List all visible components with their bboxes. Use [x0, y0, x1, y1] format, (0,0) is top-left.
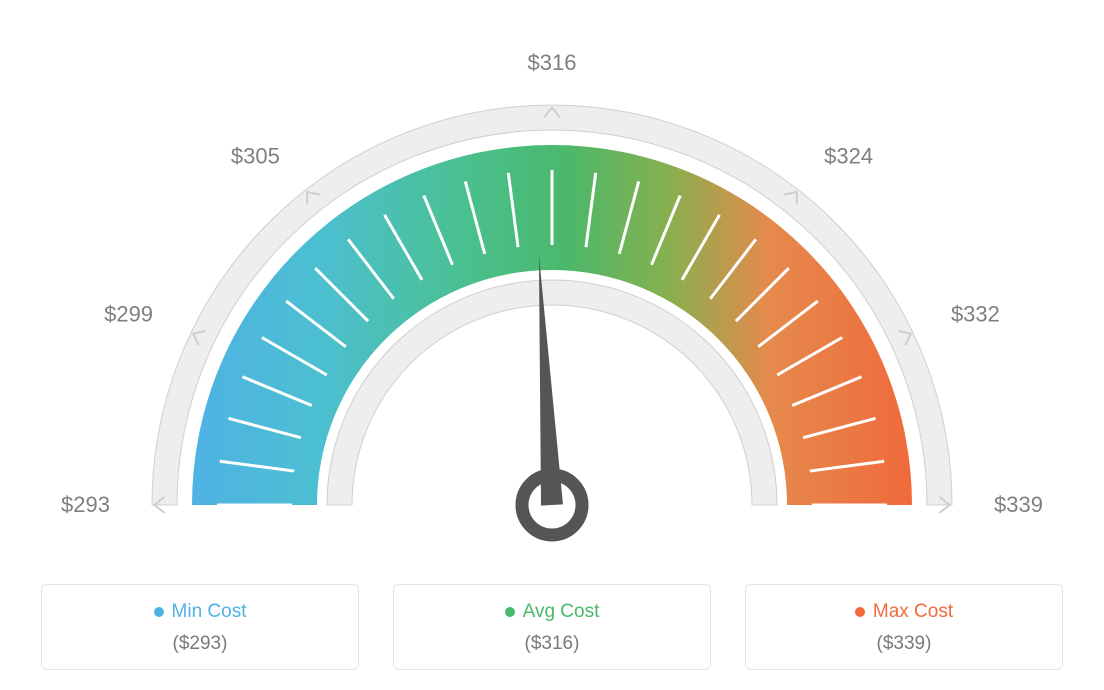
legend-value-max: ($339) — [758, 633, 1050, 655]
legend-value-min: ($293) — [54, 633, 346, 655]
legend-label-row: Min Cost — [54, 601, 346, 623]
gauge-container: $293 $299 $305 $316 $324 $332 $339 — [0, 0, 1104, 560]
legend-dot-min — [154, 607, 164, 617]
legend-card-avg: Avg Cost ($316) — [393, 584, 711, 670]
legend-card-max: Max Cost ($339) — [745, 584, 1063, 670]
legend-row: Min Cost ($293) Avg Cost ($316) Max Cost… — [0, 584, 1104, 670]
legend-value-avg: ($316) — [406, 633, 698, 655]
svg-text:$332: $332 — [951, 302, 1000, 327]
legend-card-min: Min Cost ($293) — [41, 584, 359, 670]
svg-text:$339: $339 — [994, 492, 1043, 517]
legend-dot-avg — [505, 607, 515, 617]
legend-label-avg: Avg Cost — [523, 601, 600, 623]
legend-label-row: Max Cost — [758, 601, 1050, 623]
svg-text:$305: $305 — [231, 144, 280, 169]
svg-text:$324: $324 — [824, 144, 873, 169]
legend-label-row: Avg Cost — [406, 601, 698, 623]
svg-text:$293: $293 — [61, 492, 110, 517]
legend-dot-max — [855, 607, 865, 617]
legend-label-min: Min Cost — [172, 601, 247, 623]
gauge-chart: $293 $299 $305 $316 $324 $332 $339 — [0, 0, 1104, 560]
legend-label-max: Max Cost — [873, 601, 953, 623]
svg-text:$299: $299 — [104, 302, 153, 327]
svg-text:$316: $316 — [528, 50, 577, 75]
